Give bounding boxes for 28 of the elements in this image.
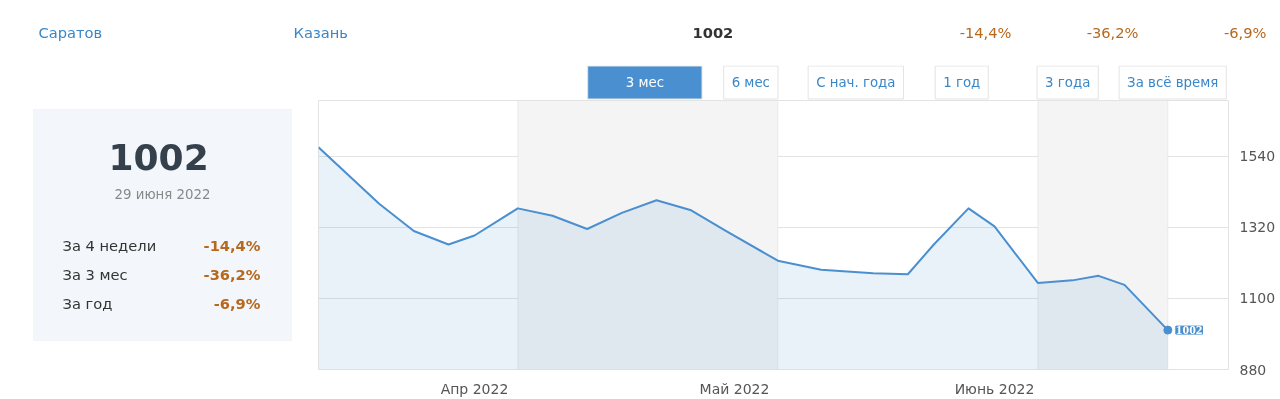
y-tick-label: 880	[1239, 361, 1267, 378]
text: За 3 мес	[62, 266, 128, 283]
text: Саратов	[38, 24, 103, 41]
x-tick-label: Июнь 2022	[954, 380, 1035, 397]
text: Казань	[293, 24, 348, 41]
text: За всё время	[1127, 75, 1219, 90]
text: За год	[62, 295, 113, 312]
text: За 4 недели	[62, 237, 157, 254]
text: 29 июня 2022	[114, 187, 211, 202]
text: -6,9%	[213, 295, 261, 312]
text: 6 мес	[731, 75, 770, 90]
text: -36,2%	[1086, 24, 1139, 41]
text: -14,4%	[203, 237, 261, 254]
x-tick-label: Апр 2022	[440, 380, 509, 397]
text: 3 мес	[625, 75, 665, 90]
data-label: 1002	[1175, 322, 1203, 338]
text: 1002	[108, 136, 209, 178]
x-tick-label: Май 2022	[699, 380, 770, 397]
y-tick-label: 1320	[1239, 219, 1276, 236]
text: -14,4%	[959, 24, 1012, 41]
y-tick-label: 1100	[1239, 290, 1276, 307]
text: -6,9%	[1223, 24, 1267, 41]
text: 1 год	[943, 75, 981, 90]
text: 1002	[692, 23, 734, 41]
text: -36,2%	[203, 266, 261, 283]
y-tick-label: 1540	[1239, 148, 1276, 165]
text: С нач. года	[816, 75, 896, 90]
text: 3 года	[1045, 75, 1091, 90]
